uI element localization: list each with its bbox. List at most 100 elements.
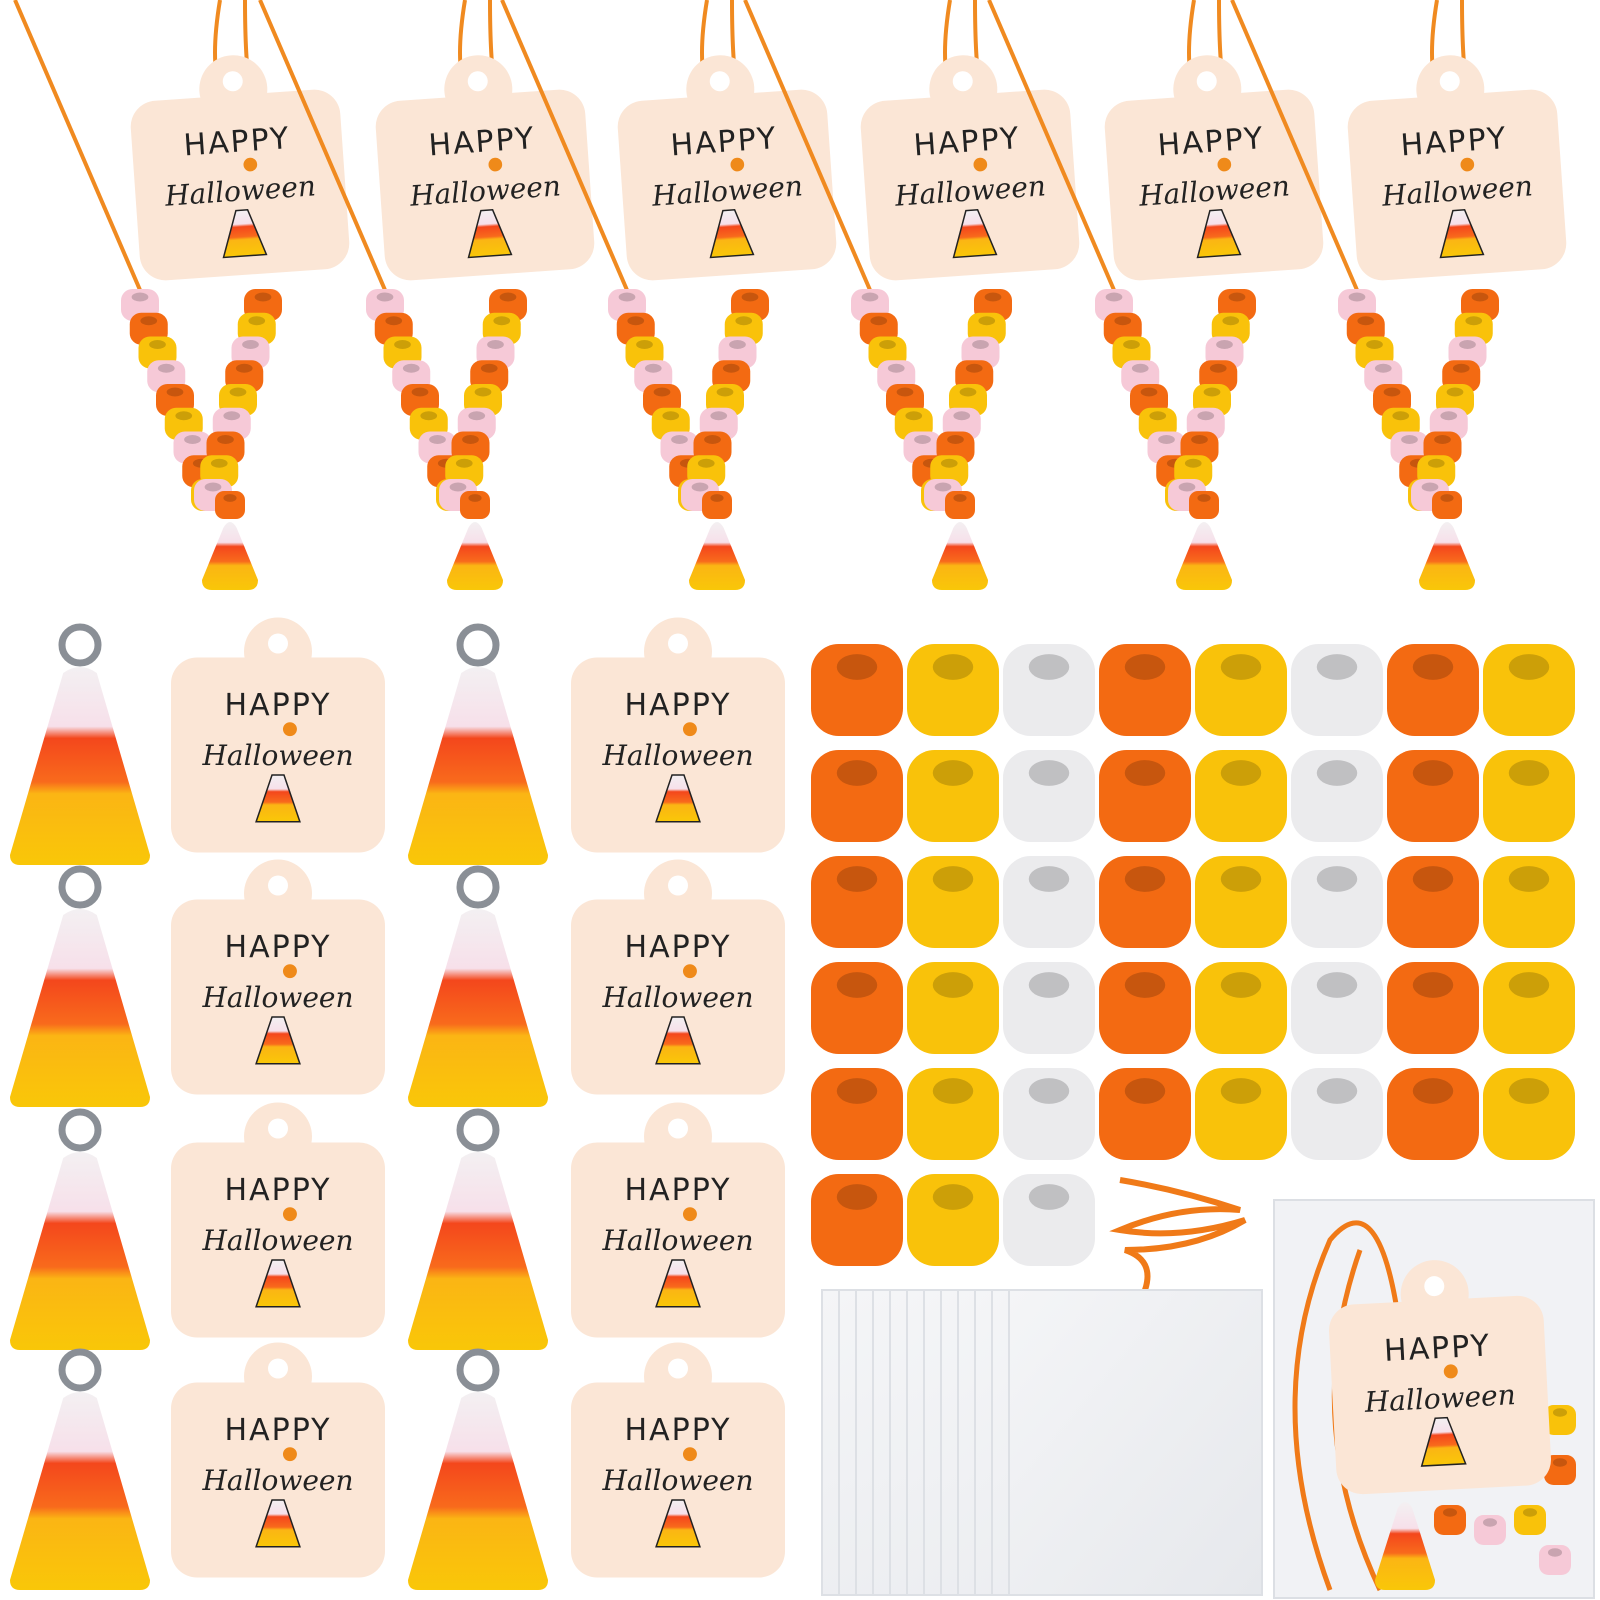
pony-bead [1099,1068,1191,1160]
bead-hole [1114,316,1132,326]
pony-bead-hole [1220,972,1262,998]
bead-hole [1465,316,1483,326]
bead [1432,491,1462,519]
pony-bead [1483,1068,1575,1160]
tag-pumpkin [1217,157,1232,172]
bead-hole [953,494,967,502]
loose-pendant [10,1392,150,1590]
pony-bead [1291,1068,1383,1160]
pony-bead-hole [932,1078,974,1104]
pony-bead [1483,962,1575,1054]
tag-candy-corn [655,774,701,823]
pendant-loop [456,623,500,667]
packed-bead-hole [1442,1508,1458,1517]
pony-bead [1099,644,1191,736]
pony-bead-hole [836,866,878,892]
bead-hole [1459,340,1476,349]
pony-bead [1195,1068,1287,1160]
tag-line1: HAPPY [625,930,732,965]
pony-bead-hole [1412,1078,1454,1104]
pony-bead-hole [1412,760,1454,786]
tag-hole [268,1358,288,1379]
tag-pumpkin [282,1447,297,1462]
bead-hole [175,411,193,421]
pony-bead [811,856,903,948]
packed-bead-hole [1552,1408,1568,1417]
pony-bead-hole [1028,1078,1070,1104]
pony-bead-hole [1220,654,1262,680]
tag-line2: Halloween [601,1224,753,1257]
tag-body [571,657,785,853]
tag-candy-corn [1420,1416,1467,1467]
pony-bead-hole [932,972,974,998]
pony-bead-hole [1316,972,1358,998]
tag-hole [467,71,488,92]
pony-bead-hole [932,760,974,786]
packed-pendant [1375,1502,1435,1590]
tag-candy-corn [709,208,755,259]
bead-hole [487,340,504,349]
pony-bead-hole [1316,760,1358,786]
tag-line2: Halloween [201,1464,353,1497]
cord [500,0,629,291]
loose-pendant [10,1152,150,1350]
pony-bead [1291,750,1383,842]
tag-line2: Halloween [201,1224,353,1257]
bead-hole [965,363,983,373]
pony-bead-hole [1028,1184,1070,1210]
bead-hole [934,482,952,492]
pony-bead [1387,856,1479,948]
packed-bead [1539,1545,1571,1575]
bead-hole [710,494,724,502]
pony-bead [907,962,999,1054]
pony-bead [1195,644,1287,736]
pendant-loop [58,1348,102,1392]
cord [743,0,872,291]
bead-hole [376,292,394,302]
bead-hole [1105,292,1123,302]
tag-line2: Halloween [1363,1378,1517,1419]
pony-bead-hole [1220,866,1262,892]
pony-bead-hole [1508,654,1550,680]
tag-hole [268,1118,288,1139]
tag-line2: Halloween [601,1464,753,1497]
bead-hole [1401,435,1418,444]
pony-bead-hole [1316,1078,1358,1104]
tag-line2: Halloween [201,981,353,1014]
tag-candy-corn [1439,208,1485,259]
tag-body [1347,89,1567,281]
pony-bead-hole [1028,654,1070,680]
bead-hole [697,458,715,468]
tag-line1: HAPPY [1156,121,1265,163]
pony-bead [1483,750,1575,842]
bead-hole [385,316,403,326]
pony-bead-hole [1412,972,1454,998]
pony-bead-hole [1028,972,1070,998]
bead-hole [131,292,149,302]
packed-bead-hole [1552,1458,1568,1467]
pendant-loop [456,1108,500,1152]
packed-bead [1544,1455,1576,1485]
tag-pumpkin [488,157,503,172]
pony-bead-hole [1124,972,1166,998]
pony-bead [1387,750,1479,842]
bead-hole [402,363,420,373]
tag-candy-corn [655,1016,701,1065]
cord [987,0,1116,291]
tag-pumpkin [682,964,697,979]
bead-hole [462,435,479,444]
pony-bead-hole [1508,1078,1550,1104]
tag-pumpkin [282,722,297,737]
packed-bead-hole [1522,1508,1538,1517]
bead-hole [480,363,498,373]
packed-bead [1544,1405,1576,1435]
bead-hole [1191,435,1208,444]
tag-line2: Halloween [601,981,753,1014]
tag-body [571,1382,785,1578]
